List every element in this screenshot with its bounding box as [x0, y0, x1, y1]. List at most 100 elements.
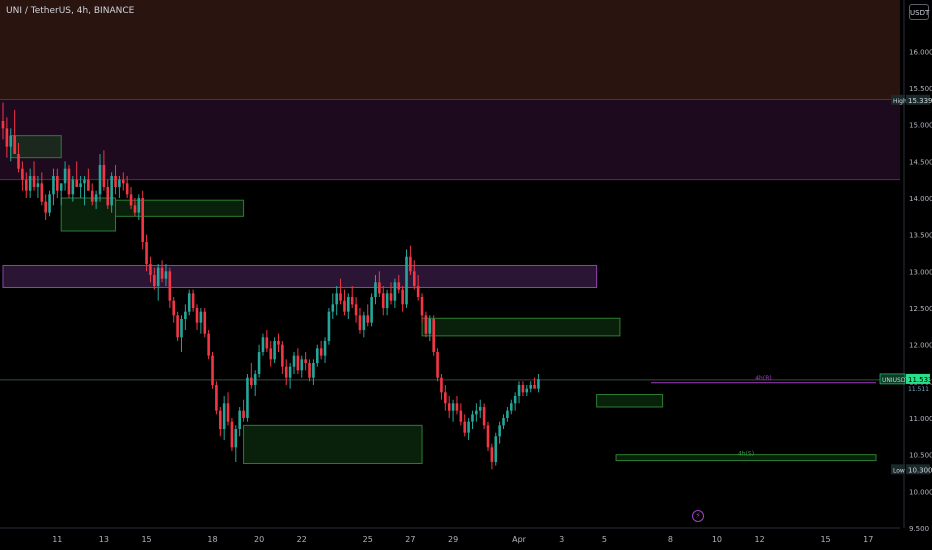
candle-body [52, 176, 55, 195]
candle-body [9, 135, 13, 147]
candle-body [389, 293, 393, 301]
candle-body [32, 176, 36, 187]
x-tick-label: 8 [668, 535, 673, 544]
candle-body [67, 168, 71, 195]
candle-body [21, 168, 24, 180]
candle-body [71, 179, 75, 195]
x-tick-label: Apr [512, 535, 527, 544]
candle-body [13, 135, 16, 154]
low-tag [891, 464, 905, 475]
candle-body [238, 410, 241, 429]
y-tick-label: 16.000 [909, 48, 932, 56]
candle-body [253, 374, 257, 385]
candle-body [463, 421, 467, 433]
candle-body [440, 377, 443, 393]
candle-body [467, 421, 470, 433]
candle-body [180, 319, 183, 338]
candle-body [277, 341, 280, 345]
low-value-tag [906, 464, 930, 475]
candle-body [129, 194, 133, 206]
candle-body [153, 275, 156, 286]
candle-body [436, 352, 439, 378]
candle-body [478, 407, 482, 411]
candle-body [296, 355, 300, 371]
y-tick-label: 15.500 [909, 85, 932, 93]
candle-body [327, 311, 331, 341]
candle-body [133, 205, 137, 213]
candle-body [149, 264, 152, 275]
candle-body [273, 341, 276, 360]
candle-body [405, 256, 408, 305]
y-tick-label: 10.500 [909, 452, 932, 460]
candle-body [5, 128, 9, 147]
candle-body [261, 337, 265, 352]
candle-body [521, 385, 525, 393]
overlay-layer: 4h(R) 4h(S) [650, 375, 876, 458]
candle-body [444, 392, 447, 404]
candle-body [323, 341, 327, 356]
candle-body [482, 407, 486, 426]
candle-body [502, 418, 505, 426]
candle-body [288, 366, 292, 378]
candle-body [513, 396, 517, 404]
candle-body [533, 385, 536, 389]
candle-body [17, 154, 20, 169]
candle-body [455, 403, 459, 411]
candle-body [486, 425, 490, 448]
candle-body [370, 297, 373, 323]
candle-body [498, 425, 501, 437]
x-tick-label: 11 [52, 535, 62, 544]
candle-body [176, 315, 179, 338]
candle-body [137, 198, 141, 213]
candle-body [102, 165, 106, 187]
candle-body [63, 168, 67, 184]
candle-body [358, 315, 362, 330]
order-block-zone [243, 424, 423, 464]
candle-body [48, 194, 51, 213]
y-tick-label: 13.500 [909, 232, 932, 240]
y-tick-label: 13.000 [909, 268, 932, 276]
candle-body [90, 190, 94, 202]
candle-body [164, 271, 168, 279]
candle-body [401, 289, 404, 305]
candle-body [424, 315, 428, 334]
x-tick-label: 25 [363, 535, 373, 544]
candle-body [362, 315, 366, 330]
candle-body [242, 410, 245, 418]
x-tick-label: 12 [755, 535, 765, 544]
candle-body [110, 176, 113, 206]
candle-body [199, 311, 203, 323]
candle-body [381, 293, 385, 308]
candle-body [172, 300, 176, 316]
y-axis[interactable]: 9.50010.00010.50011.00011.50012.00012.50… [879, 0, 932, 533]
candle-body [156, 267, 160, 286]
candle-body [83, 179, 86, 184]
y-tick-label: 11.000 [909, 415, 932, 423]
low-value: 10.300 [908, 466, 932, 474]
x-axis[interactable]: 11 13 15 18 20 22 25 27 29 Apr 3 5 8 10 12 15 17 [0, 527, 900, 544]
candle-body [494, 436, 498, 462]
candle-body [94, 194, 98, 202]
candle-body [168, 271, 172, 301]
last-price: 11.533 [908, 376, 932, 384]
currency-button[interactable]: USDT [909, 4, 929, 20]
candle-body [56, 176, 59, 191]
candle-body [246, 377, 249, 418]
resistance-zone [0, 99, 900, 180]
candle-body [230, 421, 234, 448]
candle-body [459, 410, 463, 422]
candle-body [374, 282, 377, 297]
candle-body [506, 410, 509, 418]
candle-body [343, 300, 346, 312]
order-block-zone [421, 317, 621, 337]
candle-body [184, 311, 187, 319]
x-tick-label: 13 [99, 535, 109, 544]
candle-body [211, 355, 214, 385]
candle-body [106, 187, 110, 206]
y-tick-label: 10.000 [909, 488, 932, 496]
candle-body [40, 183, 44, 202]
bolt-icon[interactable]: ⚡ [692, 510, 704, 522]
candle-body [222, 403, 226, 429]
